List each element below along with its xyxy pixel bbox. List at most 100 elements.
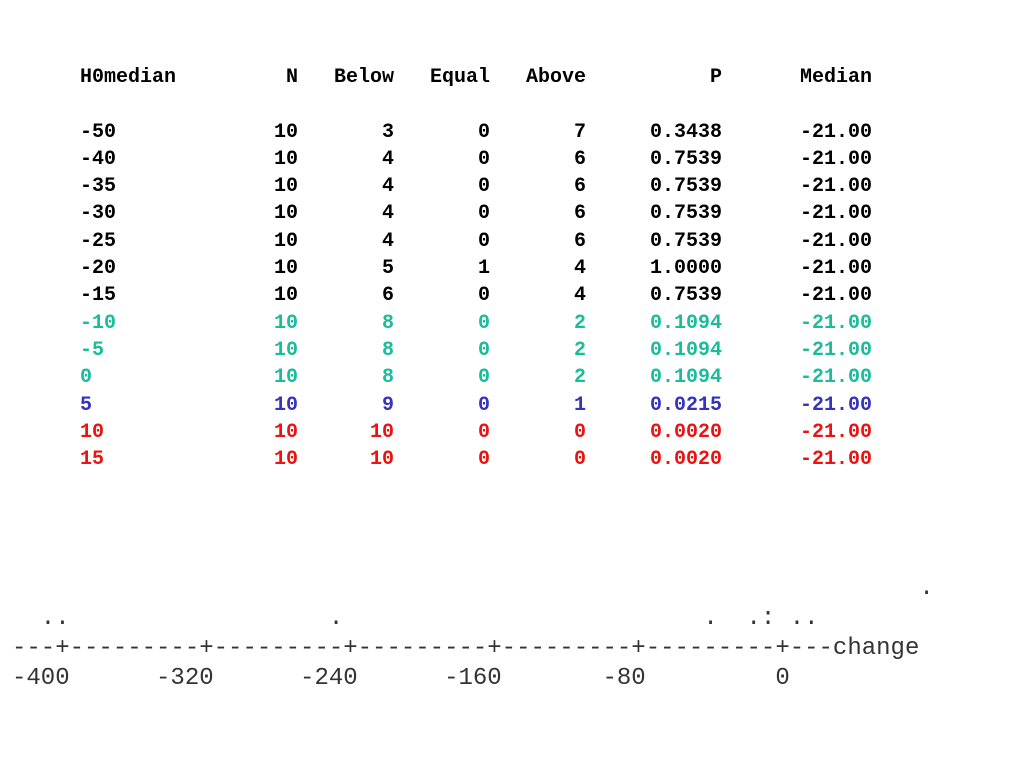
table-cell: -21.00 [799, 257, 872, 281]
dotplot-line: -400 -320 -240 -160 -80 0 [12, 665, 790, 692]
table-cell: 8 [381, 311, 394, 335]
table-cell: -21.00 [799, 202, 872, 226]
table-cell: 6 [573, 147, 586, 171]
table-cell: 10 [273, 284, 298, 308]
table-cell: 0.0020 [649, 420, 722, 444]
table-row: -40 10 4 0 6 0.7539 -21.00 [80, 146, 872, 173]
table-cell: 0.7539 [649, 229, 722, 253]
table-cell: 8 [381, 338, 394, 362]
table-row: 5 10 9 0 1 0.0215 -21.00 [80, 392, 872, 419]
table-row: -50 10 3 0 7 0.3438 -21.00 [80, 119, 872, 146]
table-cell: 8 [381, 366, 394, 390]
table-cell: 0 [477, 393, 490, 417]
column-header: Above [525, 66, 586, 89]
table-cell: 0.0215 [649, 393, 722, 417]
table-cell: 0 [477, 366, 490, 390]
table-cell: 10 [369, 448, 394, 472]
table-cell: 6 [573, 175, 586, 199]
table-cell: 2 [573, 338, 586, 362]
table-cell: 10 [273, 420, 298, 444]
table-cell: -21.00 [799, 338, 872, 362]
table-cell: -20 [80, 257, 117, 281]
table-spacer-row [80, 91, 872, 118]
table-cell: 0 [477, 229, 490, 253]
table-cell: 0 [477, 338, 490, 362]
column-header: P [709, 66, 722, 89]
table-cell: 0 [477, 311, 490, 335]
table-row: -30 10 4 0 6 0.7539 -21.00 [80, 200, 872, 227]
column-header: N [285, 66, 298, 89]
table-cell: 0.7539 [649, 175, 722, 199]
table-row: 15 10 10 0 0 0.0020 -21.00 [80, 446, 872, 473]
table-cell: 4 [381, 202, 394, 226]
table-cell: 1 [477, 257, 490, 281]
table-cell: -50 [80, 120, 117, 144]
dotplot-change: . .. . . .: .. ---+---------+---------+--… [12, 574, 934, 694]
table-row: -35 10 4 0 6 0.7539 -21.00 [80, 173, 872, 200]
table-cell: 0.7539 [649, 147, 722, 171]
table-cell: 0.7539 [649, 284, 722, 308]
table-row: 10 10 10 0 0 0.0020 -21.00 [80, 419, 872, 446]
table-cell: 2 [573, 311, 586, 335]
table-cell: 0 [477, 202, 490, 226]
table-cell: 4 [381, 175, 394, 199]
table-cell: 6 [381, 284, 394, 308]
table-cell: 4 [381, 147, 394, 171]
table-cell: 0.1094 [649, 338, 722, 362]
dotplot-line: . [12, 575, 934, 602]
table-row: -5 10 8 0 2 0.1094 -21.00 [80, 337, 872, 364]
table-cell: 10 [273, 393, 298, 417]
median-test-table: H0median N Below Equal Above P Median -50 10 3 0 7… [80, 64, 872, 473]
table-cell: 3 [381, 120, 394, 144]
table-cell: -21.00 [799, 175, 872, 199]
table-row: -20 10 5 1 4 1.0000 -21.00 [80, 255, 872, 282]
table-row: -15 10 6 0 4 0.7539 -21.00 [80, 282, 872, 309]
column-header: Equal [429, 66, 490, 89]
table-cell: 6 [573, 202, 586, 226]
table-cell: 9 [381, 393, 394, 417]
table-cell: 10 [273, 120, 298, 144]
table-cell: 0 [573, 448, 586, 472]
table-cell: 4 [573, 257, 586, 281]
table-cell: -21.00 [799, 311, 872, 335]
table-cell: 4 [573, 284, 586, 308]
table-cell: 15 [80, 448, 105, 472]
table-row: -10 10 8 0 2 0.1094 -21.00 [80, 310, 872, 337]
table-row: -25 10 4 0 6 0.7539 -21.00 [80, 228, 872, 255]
table-cell: -10 [80, 311, 117, 335]
table-cell: -5 [80, 338, 105, 362]
column-header: Below [333, 66, 394, 89]
table-cell: -25 [80, 229, 117, 253]
table-cell: 6 [573, 229, 586, 253]
table-cell: -21.00 [799, 284, 872, 308]
table-cell: 10 [273, 202, 298, 226]
table-header-row: H0median N Below Equal Above P Median [80, 64, 872, 91]
table-cell: 0.1094 [649, 311, 722, 335]
table-body: -50 10 3 0 7 0.3438 -21.00 -40 10 4 0 6 0.7539 -21.00… [80, 119, 872, 474]
table-cell: -21.00 [799, 393, 872, 417]
table-cell: -15 [80, 284, 117, 308]
dotplot-line: .. . . .: .. [12, 605, 819, 632]
table-cell: 0 [477, 147, 490, 171]
table-cell: 10 [273, 311, 298, 335]
table-cell: -21.00 [799, 147, 872, 171]
table-cell: 0.7539 [649, 202, 722, 226]
table-cell: 0 [477, 120, 490, 144]
table-cell: 5 [381, 257, 394, 281]
table-cell: 5 [80, 393, 93, 417]
table-cell: 0 [477, 448, 490, 472]
table-cell: 10 [273, 147, 298, 171]
table-cell: 10 [273, 338, 298, 362]
table-cell: 0.1094 [649, 366, 722, 390]
table-cell: 0 [477, 284, 490, 308]
column-header: H0median [80, 66, 177, 89]
table-cell: -30 [80, 202, 117, 226]
table-cell: -35 [80, 175, 117, 199]
table-cell: 1 [573, 393, 586, 417]
table-cell: 7 [573, 120, 586, 144]
table-cell: 0.0020 [649, 448, 722, 472]
table-cell: -40 [80, 147, 117, 171]
table-cell: 10 [273, 366, 298, 390]
table-cell: -21.00 [799, 120, 872, 144]
table-cell: 4 [381, 229, 394, 253]
